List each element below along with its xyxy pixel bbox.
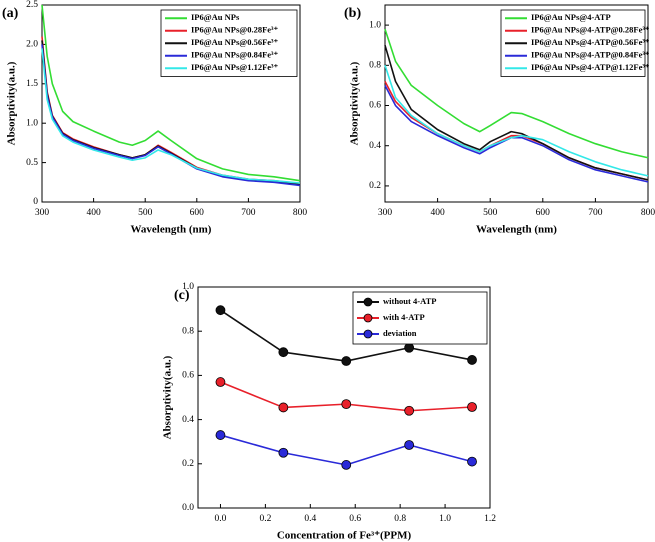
legend-label: IP6@Au NPs@0.56Fe³⁺: [191, 37, 279, 47]
marker: [215, 430, 226, 440]
x-tick-label: 0.2: [259, 514, 271, 524]
y-tick-label: 0.6: [182, 371, 194, 381]
legend-label: IP6@Au NPs@1.12Fe³⁺: [191, 62, 279, 72]
x-tick-label: 800: [293, 208, 308, 218]
x-tick-label: 1.0: [439, 514, 451, 524]
x-tick-label: 700: [588, 208, 603, 218]
x-tick-label: 0.4: [304, 514, 316, 524]
series-line: [41, 44, 301, 187]
x-tick-label: 0.8: [394, 514, 406, 524]
legend-label: deviation: [383, 328, 417, 338]
y-tick-label: 0.2: [369, 181, 381, 191]
legend-label: without 4-ATP: [383, 296, 436, 306]
series-line: [384, 44, 649, 181]
x-tick-label: 300: [35, 208, 50, 218]
y-tick-label: 0.8: [182, 326, 194, 336]
x-tick-label: 500: [138, 208, 153, 218]
y-tick-label: 1.0: [182, 282, 194, 292]
y-tick-label: 0.6: [369, 101, 381, 111]
panel-label: (a): [2, 6, 19, 21]
plot-frame: [41, 4, 301, 203]
x-tick-label: 400: [86, 208, 101, 218]
x-axis-label: Concentration of Fe³⁺(PPM): [277, 530, 412, 542]
marker: [341, 356, 352, 366]
y-axis-label: Absorptivity(a.u.): [6, 61, 18, 145]
x-tick-label: 600: [190, 208, 205, 218]
y-tick-label: 0.5: [26, 158, 38, 168]
legend-marker: [363, 313, 373, 323]
panel: 300 400 500 600 700 800 0.2 0.4 0.6 0.8 1.0 Wavelen…: [344, 4, 655, 236]
y-tick-label: 2.0: [26, 40, 38, 50]
marker: [467, 402, 477, 412]
legend-label: IP6@Au NPs@4-ATP@0.84Fe³⁺: [531, 50, 650, 60]
x-axis-label: Wavelength (nm): [131, 224, 212, 236]
marker: [278, 402, 289, 413]
legend-marker: [363, 329, 373, 339]
series-line: [384, 65, 649, 177]
plot-frame: [384, 4, 649, 203]
x-tick-label: 500: [483, 208, 498, 218]
series-line: [41, 4, 301, 182]
legend-label: with 4-ATP: [383, 312, 425, 322]
x-axis-label: Wavelength (nm): [476, 224, 557, 236]
series-line: [41, 48, 301, 184]
panel-label: (c): [174, 288, 190, 303]
x-tick-label: 300: [378, 208, 393, 218]
series-line: [384, 28, 649, 159]
x-tick-label: 700: [241, 208, 256, 218]
y-tick-label: 1.0: [26, 118, 38, 128]
x-tick-label: 400: [430, 208, 445, 218]
marker: [278, 447, 289, 458]
y-tick-label: 0.2: [182, 459, 194, 469]
y-tick-label: 1.5: [26, 79, 38, 89]
x-tick-label: 0.0: [215, 514, 227, 524]
legend-label: IP6@Au NPs: [191, 12, 240, 22]
marker: [467, 355, 477, 365]
plot-frame: [197, 286, 491, 509]
x-tick-label: 1.2: [484, 514, 496, 524]
marker: [341, 399, 352, 410]
legend-label: IP6@Au NPs@0.28Fe³⁺: [191, 25, 279, 35]
marker: [404, 440, 415, 450]
y-tick-label: 2.5: [26, 0, 38, 10]
panel: 300 400 500 600 700 800 0 0.5 1.0 1.5 2.0 2.5 Wavele…: [2, 0, 307, 235]
y-tick-label: 0.4: [369, 141, 381, 151]
y-axis-label: Absorptivity(a.u.): [349, 61, 361, 145]
legend-label: IP6@Au NPs@4-ATP@0.56Fe³⁺: [531, 37, 650, 47]
y-axis-label: Absorptivity(a.u.): [162, 355, 174, 439]
legend-label: IP6@Au NPs@4-ATP: [531, 12, 611, 22]
marker: [341, 460, 352, 470]
panel-label: (b): [344, 6, 361, 21]
marker: [278, 347, 289, 358]
panel: 0.0 0.2 0.4 0.6 0.8 1.0 1.2 0.0 0.2 0.4 0.6 0.8 1.0 C…: [162, 282, 497, 541]
x-tick-label: 0.6: [349, 514, 361, 524]
y-tick-label: 0.4: [182, 415, 194, 425]
legend-label: IP6@Au NPs@4-ATP@1.12Fe³⁺: [531, 62, 650, 72]
marker: [467, 456, 477, 467]
marker: [404, 342, 415, 353]
legend-label: IP6@Au NPs@0.84Fe³⁺: [191, 50, 279, 60]
y-tick-label: 1.0: [369, 20, 381, 30]
marker: [404, 405, 415, 416]
y-tick-label: 0.8: [369, 60, 381, 70]
legend-marker: [363, 297, 373, 307]
marker: [215, 377, 226, 387]
y-tick-label: 0: [33, 197, 38, 207]
x-tick-label: 600: [536, 208, 551, 218]
marker: [215, 305, 226, 316]
y-tick-label: 0.0: [182, 503, 194, 513]
legend-label: IP6@Au NPs@4-ATP@0.28Fe³⁺: [531, 25, 650, 35]
series-line: [384, 85, 649, 183]
x-tick-label: 800: [641, 208, 655, 218]
